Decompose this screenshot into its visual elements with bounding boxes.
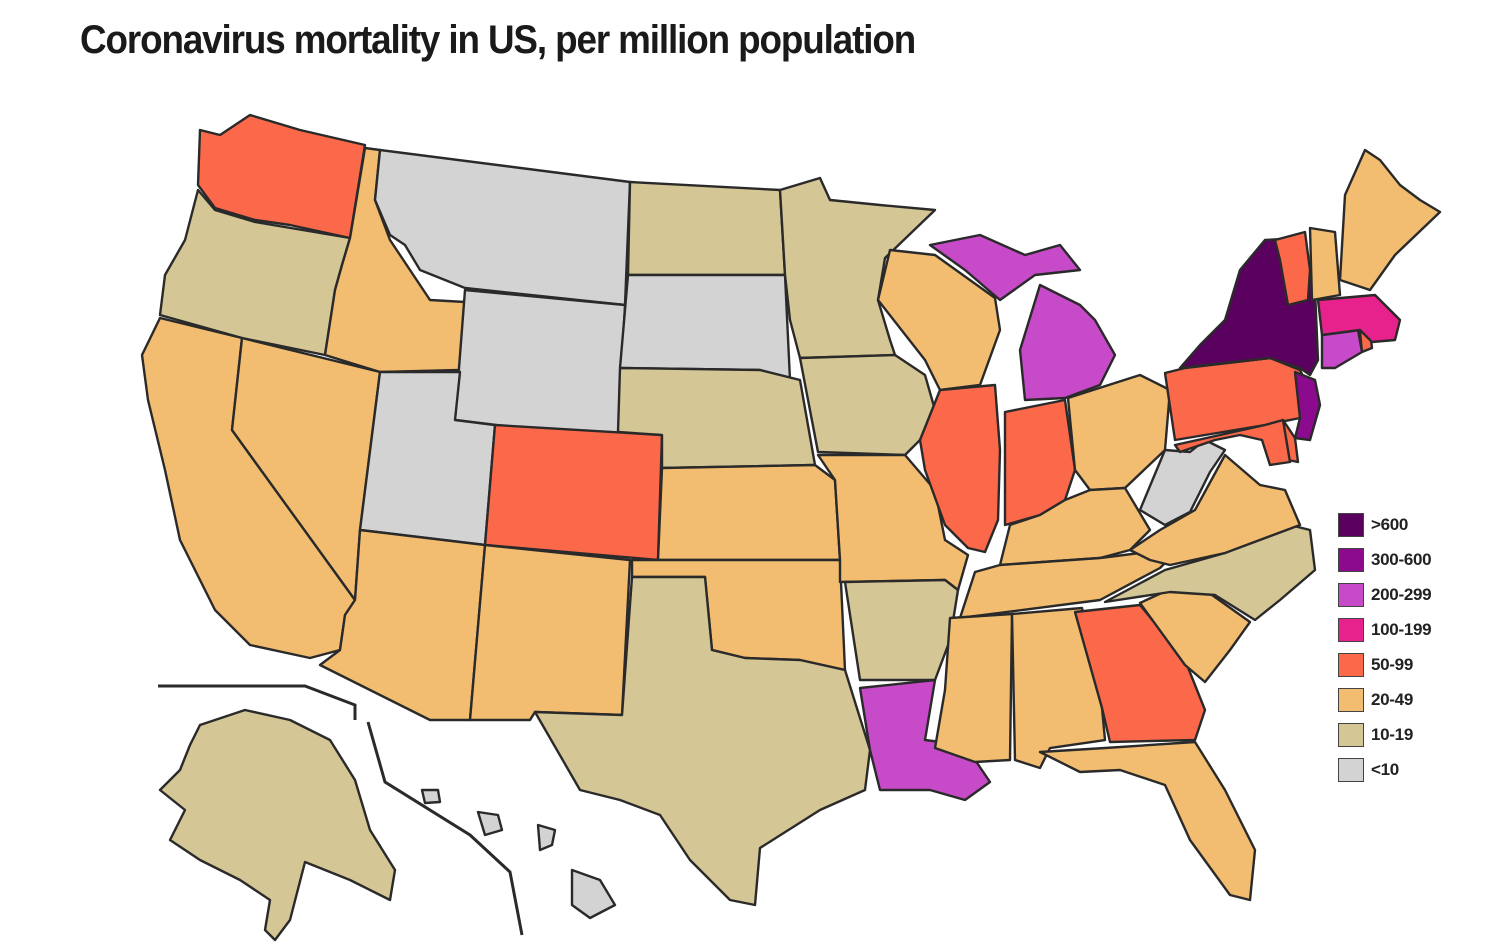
legend-swatch — [1338, 547, 1364, 572]
legend-label: <10 — [1371, 759, 1399, 779]
state-alaska — [158, 708, 397, 942]
legend-item-300_600: 300-600 — [1338, 542, 1432, 577]
legend-swatch — [1338, 617, 1364, 642]
state-illinois — [918, 383, 1002, 554]
state-new-jersey — [1293, 370, 1322, 442]
legend-label: 300-600 — [1371, 549, 1432, 569]
state-ohio — [1066, 373, 1172, 492]
state-texas — [533, 575, 872, 907]
state-arkansas — [843, 578, 960, 682]
state-michigan-upper-peninsula — [928, 233, 1082, 302]
state-wyoming — [453, 288, 627, 442]
legend-item-200_299: 200-299 — [1338, 577, 1432, 612]
state-vermont — [1273, 230, 1312, 307]
state-iowa — [798, 353, 937, 457]
state-michigan — [1018, 283, 1117, 402]
state-hawaii-island-3 — [536, 823, 557, 852]
state-maine — [1338, 148, 1442, 292]
state-maryland — [1173, 418, 1292, 467]
state-north-dakota — [626, 180, 787, 277]
legend-swatch — [1338, 582, 1364, 607]
legend-swatch — [1338, 652, 1364, 677]
state-west-virginia — [1138, 438, 1227, 527]
legend-item-20_49: 20-49 — [1338, 682, 1431, 717]
legend-item-50_99: 50-99 — [1338, 647, 1431, 682]
legend-label: 20-49 — [1371, 689, 1413, 709]
state-colorado — [483, 423, 664, 562]
legend-swatch — [1338, 757, 1364, 782]
state-louisiana — [858, 678, 992, 802]
state-new-mexico — [468, 543, 632, 722]
inset-boundaries — [158, 684, 524, 936]
legend-swatch — [1338, 722, 1364, 747]
legend-label: 10-19 — [1371, 724, 1413, 744]
state-kansas — [656, 463, 842, 562]
state-wisconsin — [876, 248, 1002, 392]
legend: >600 300-600 200-299 100-199 50-99 20-49 10-19… — [1338, 507, 1432, 787]
legend-label: >600 — [1371, 514, 1409, 534]
state-hawaii-island-2 — [476, 810, 504, 837]
legend-item-10_19: 10-19 — [1338, 717, 1431, 752]
state-hawaii-island-4 — [570, 868, 617, 920]
state-south-dakota — [618, 273, 792, 382]
legend-item-gt600: >600 — [1338, 507, 1431, 542]
legend-label: 100-199 — [1371, 619, 1432, 639]
state-new-hampshire — [1308, 226, 1342, 302]
alaska-inset-border — [158, 684, 357, 720]
state-connecticut — [1320, 328, 1364, 370]
legend-item-100_199: 100-199 — [1338, 612, 1432, 647]
map-title: Coronavirus mortality in US, per million… — [80, 18, 916, 62]
state-hawaii-island-1 — [420, 788, 442, 805]
legend-swatch — [1338, 687, 1364, 712]
state-florida — [1038, 740, 1257, 902]
legend-label: 50-99 — [1371, 654, 1413, 674]
state-massachusetts — [1316, 293, 1402, 344]
state-north-carolina — [1103, 523, 1317, 622]
hawaii-inset-border — [366, 721, 524, 936]
legend-item-lt10: <10 — [1338, 752, 1431, 787]
legend-swatch — [1338, 512, 1364, 537]
legend-label: 200-299 — [1371, 584, 1432, 604]
